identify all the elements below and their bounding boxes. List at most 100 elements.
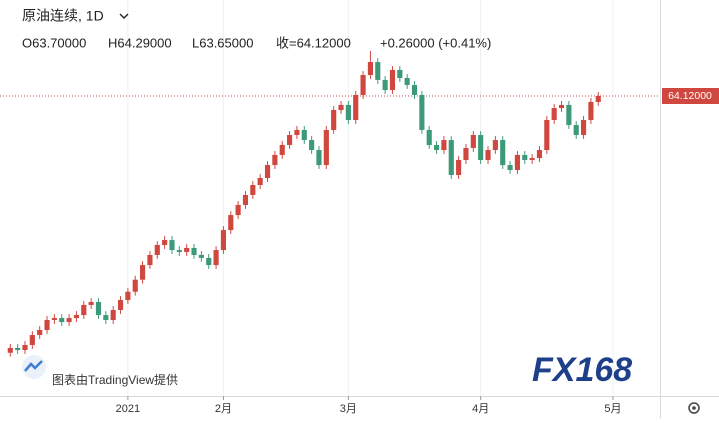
candle-body [103, 315, 109, 320]
header-high: H64.29000 [108, 35, 172, 50]
candle-body [7, 347, 13, 353]
tradingview-logo [22, 355, 46, 379]
candle-body [95, 301, 102, 316]
watermark: FX168 [532, 351, 632, 389]
candle-body [544, 119, 550, 151]
candle-body [59, 318, 65, 323]
candle-body [536, 150, 543, 159]
settings-gear[interactable] [688, 402, 700, 414]
candles [7, 50, 601, 357]
candle-body [73, 315, 80, 319]
candle-body [323, 129, 329, 166]
candle-body [44, 319, 50, 330]
symbol-dropdown[interactable] [119, 13, 129, 19]
candle-body [331, 109, 337, 130]
candle-body [176, 250, 182, 252]
candle-body [514, 154, 520, 170]
candle-body [235, 204, 241, 216]
logo-icon [24, 360, 43, 372]
candle-body [573, 125, 579, 135]
candle-body [433, 144, 440, 151]
candle-body [15, 347, 21, 351]
candle-body [522, 154, 528, 160]
candle-body [500, 140, 506, 166]
candle-body [411, 84, 418, 95]
candle-body [51, 318, 57, 320]
gear-center[interactable] [692, 406, 696, 410]
candle-body [588, 101, 594, 120]
candle-body [228, 215, 234, 231]
candle-body [551, 108, 557, 120]
candle-body [382, 79, 388, 91]
candle-body [213, 250, 219, 266]
candle-body [287, 134, 293, 145]
candle-body [360, 75, 366, 95]
candle-body [419, 94, 425, 130]
candle-body [264, 165, 271, 179]
candle-body [198, 254, 204, 258]
candle-body [206, 257, 212, 266]
candle-body [37, 329, 43, 336]
candle-body [147, 254, 153, 266]
candle-body [184, 247, 190, 252]
grid [0, 0, 660, 395]
candle-body [470, 134, 476, 148]
candle-body [66, 318, 72, 323]
candle-body [250, 184, 256, 195]
candle-body [507, 165, 513, 170]
candle-body [140, 265, 146, 280]
candle-body [301, 129, 307, 141]
header-open: O63.70000 [22, 35, 86, 50]
candle-body [375, 62, 381, 80]
symbol[interactable]: 原油连续, 1D [22, 8, 104, 24]
x-tick-label: 2021 [116, 403, 140, 415]
candle-body [279, 144, 285, 155]
gear-icon[interactable] [688, 402, 700, 414]
candle-body [492, 140, 498, 151]
candle-body [404, 77, 410, 85]
candle-body [316, 150, 322, 166]
candle-body [397, 69, 403, 78]
candle-body [191, 247, 197, 255]
candle-body [485, 150, 491, 160]
candle-body [456, 159, 462, 176]
header-low: L63.65000 [192, 35, 253, 50]
price-label-bg [662, 87, 719, 104]
candle-body [294, 129, 300, 135]
candle-body [558, 104, 565, 109]
candle-body [389, 69, 396, 91]
candle-body [595, 95, 601, 102]
candle-body [242, 194, 249, 205]
candle-body [338, 104, 344, 110]
candle-body [345, 104, 351, 120]
candle-body [367, 62, 373, 76]
candle-body [162, 240, 168, 245]
candle-body [529, 158, 535, 160]
header-close: 收=64.12000 [276, 35, 351, 50]
candle-body [220, 230, 227, 251]
candle-body [88, 301, 94, 305]
candle-body [426, 129, 432, 145]
credit: 图表由TradingView提供 [52, 372, 178, 387]
x-tick-label: 3月 [340, 403, 357, 415]
x-tick-label: 2月 [215, 403, 232, 415]
candle-body [353, 94, 359, 120]
price-label: 64.12000 [668, 90, 712, 102]
candle-body [441, 140, 447, 151]
candle-body [29, 335, 35, 345]
candle-body [309, 140, 315, 151]
candle-body [257, 178, 263, 185]
candle-body [81, 304, 87, 316]
candle-body [463, 147, 469, 160]
candle-body [566, 104, 572, 126]
candle-body [448, 140, 454, 176]
candle-body [154, 244, 160, 255]
candle-body [110, 310, 116, 320]
candle-body [117, 300, 124, 311]
candle-body [169, 240, 175, 251]
header-change: +0.26000 (+0.41%) [380, 35, 491, 50]
x-tick-label: 5月 [604, 403, 621, 415]
candle-body [125, 291, 131, 301]
